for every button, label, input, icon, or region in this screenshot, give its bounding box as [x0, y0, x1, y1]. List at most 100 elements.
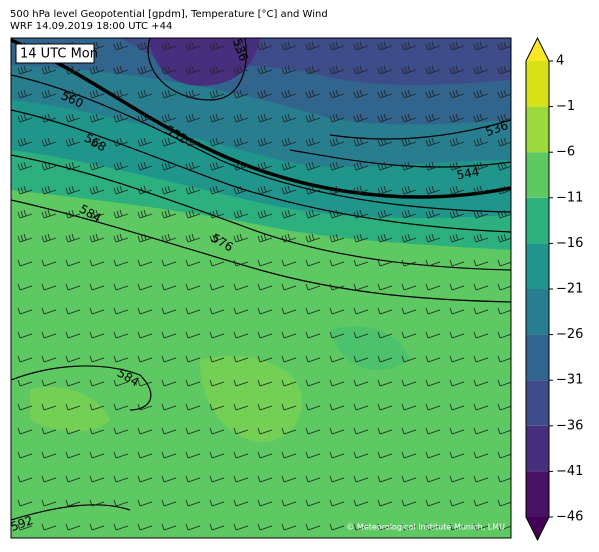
wind-barb: [401, 331, 417, 339]
wind-barb: [113, 499, 129, 507]
wind-barb: [305, 523, 321, 531]
wind-barb: [233, 403, 249, 411]
wind-barb: [65, 209, 81, 219]
wind-barb: [65, 113, 81, 123]
wind-barb: [185, 499, 201, 507]
wind-barb: [473, 331, 489, 339]
wind-barb: [329, 379, 345, 387]
colorbar-bin: [526, 334, 549, 381]
wind-barb: [137, 209, 153, 219]
wind-barb: [473, 523, 489, 531]
wind-barb: [449, 451, 465, 459]
wind-barb: [65, 65, 81, 75]
wind-barb: [161, 89, 177, 99]
wind-barb: [281, 307, 297, 315]
wind-barb: [401, 403, 417, 411]
colorbar-tick-label: −11: [556, 190, 583, 205]
wind-barb: [281, 523, 297, 531]
wind-barb: [353, 41, 369, 51]
wind-barb: [17, 185, 33, 195]
wind-barb: [65, 185, 81, 195]
wind-barb: [65, 307, 81, 315]
wind-barb: [377, 89, 393, 99]
wind-barb: [209, 137, 225, 147]
wind-barb: [185, 89, 201, 99]
wind-barb: [137, 307, 153, 315]
wind-barb: [281, 233, 297, 243]
wind-barb: [329, 523, 345, 531]
colorbar-bin: [526, 243, 549, 289]
wind-barb: [209, 307, 225, 315]
wind-barb: [329, 331, 345, 339]
wind-barb: [185, 233, 201, 243]
contour-line: [11, 74, 511, 213]
colorbar-bin: [526, 106, 549, 153]
wind-barb: [185, 379, 201, 387]
wind-barb: [449, 233, 465, 243]
wind-barb: [473, 403, 489, 411]
wind-barb: [497, 475, 511, 483]
wind-barb: [257, 161, 273, 171]
wind-barb: [257, 355, 273, 363]
wind-barb: [281, 403, 297, 411]
contour-label: 544: [455, 165, 480, 183]
wind-barb: [17, 427, 33, 435]
wind-barb: [17, 137, 33, 147]
wind-barb: [473, 379, 489, 387]
wind-barb: [89, 307, 105, 315]
wind-barb: [233, 41, 249, 51]
wind-barb: [497, 379, 511, 387]
wind-barb: [377, 283, 393, 291]
wind-barb: [41, 113, 57, 123]
wind-barb: [41, 65, 57, 75]
wind-barb: [233, 137, 249, 147]
wind-barb: [473, 185, 489, 195]
wind-barb: [377, 523, 393, 531]
wind-barb: [161, 209, 177, 219]
wind-barb: [257, 209, 273, 219]
wind-barb: [473, 259, 489, 267]
wind-barb: [113, 41, 129, 51]
wind-barb: [329, 41, 345, 51]
wind-barb: [161, 113, 177, 123]
wind-barb: [353, 185, 369, 195]
wind-barb: [233, 233, 249, 243]
contour-line-thick: [11, 38, 511, 199]
wind-barb: [113, 427, 129, 435]
wind-barb: [449, 499, 465, 507]
wind-barb: [113, 451, 129, 459]
temperature-region: [150, 38, 260, 86]
wind-barb: [281, 475, 297, 483]
wind-barb: [113, 113, 129, 123]
wind-barb: [65, 89, 81, 99]
wind-barb: [281, 451, 297, 459]
wind-barb: [425, 41, 441, 51]
wind-barb: [449, 523, 465, 531]
wind-barb: [329, 113, 345, 123]
wind-barb: [17, 379, 33, 387]
wind-barb: [353, 65, 369, 75]
wind-barb: [233, 307, 249, 315]
wind-barb: [185, 137, 201, 147]
wind-barb: [137, 89, 153, 99]
wind-barb: [161, 499, 177, 507]
wind-barb: [65, 451, 81, 459]
wind-barb: [425, 403, 441, 411]
wind-barb: [473, 355, 489, 363]
wind-barb: [41, 307, 57, 315]
wind-barb: [329, 137, 345, 147]
colorbar-tick-label: −6: [556, 145, 575, 160]
wind-barb: [113, 137, 129, 147]
wind-barb: [137, 499, 153, 507]
wind-barb: [281, 41, 297, 51]
wind-barb: [257, 65, 273, 75]
wind-barb: [185, 331, 201, 339]
wind-barb: [65, 427, 81, 435]
wind-barb: [113, 89, 129, 99]
colorbar-bin: [526, 61, 549, 107]
map-frame: [10, 37, 512, 539]
wind-barb: [113, 475, 129, 483]
wind-barb: [209, 233, 225, 243]
wind-barb: [425, 209, 441, 219]
